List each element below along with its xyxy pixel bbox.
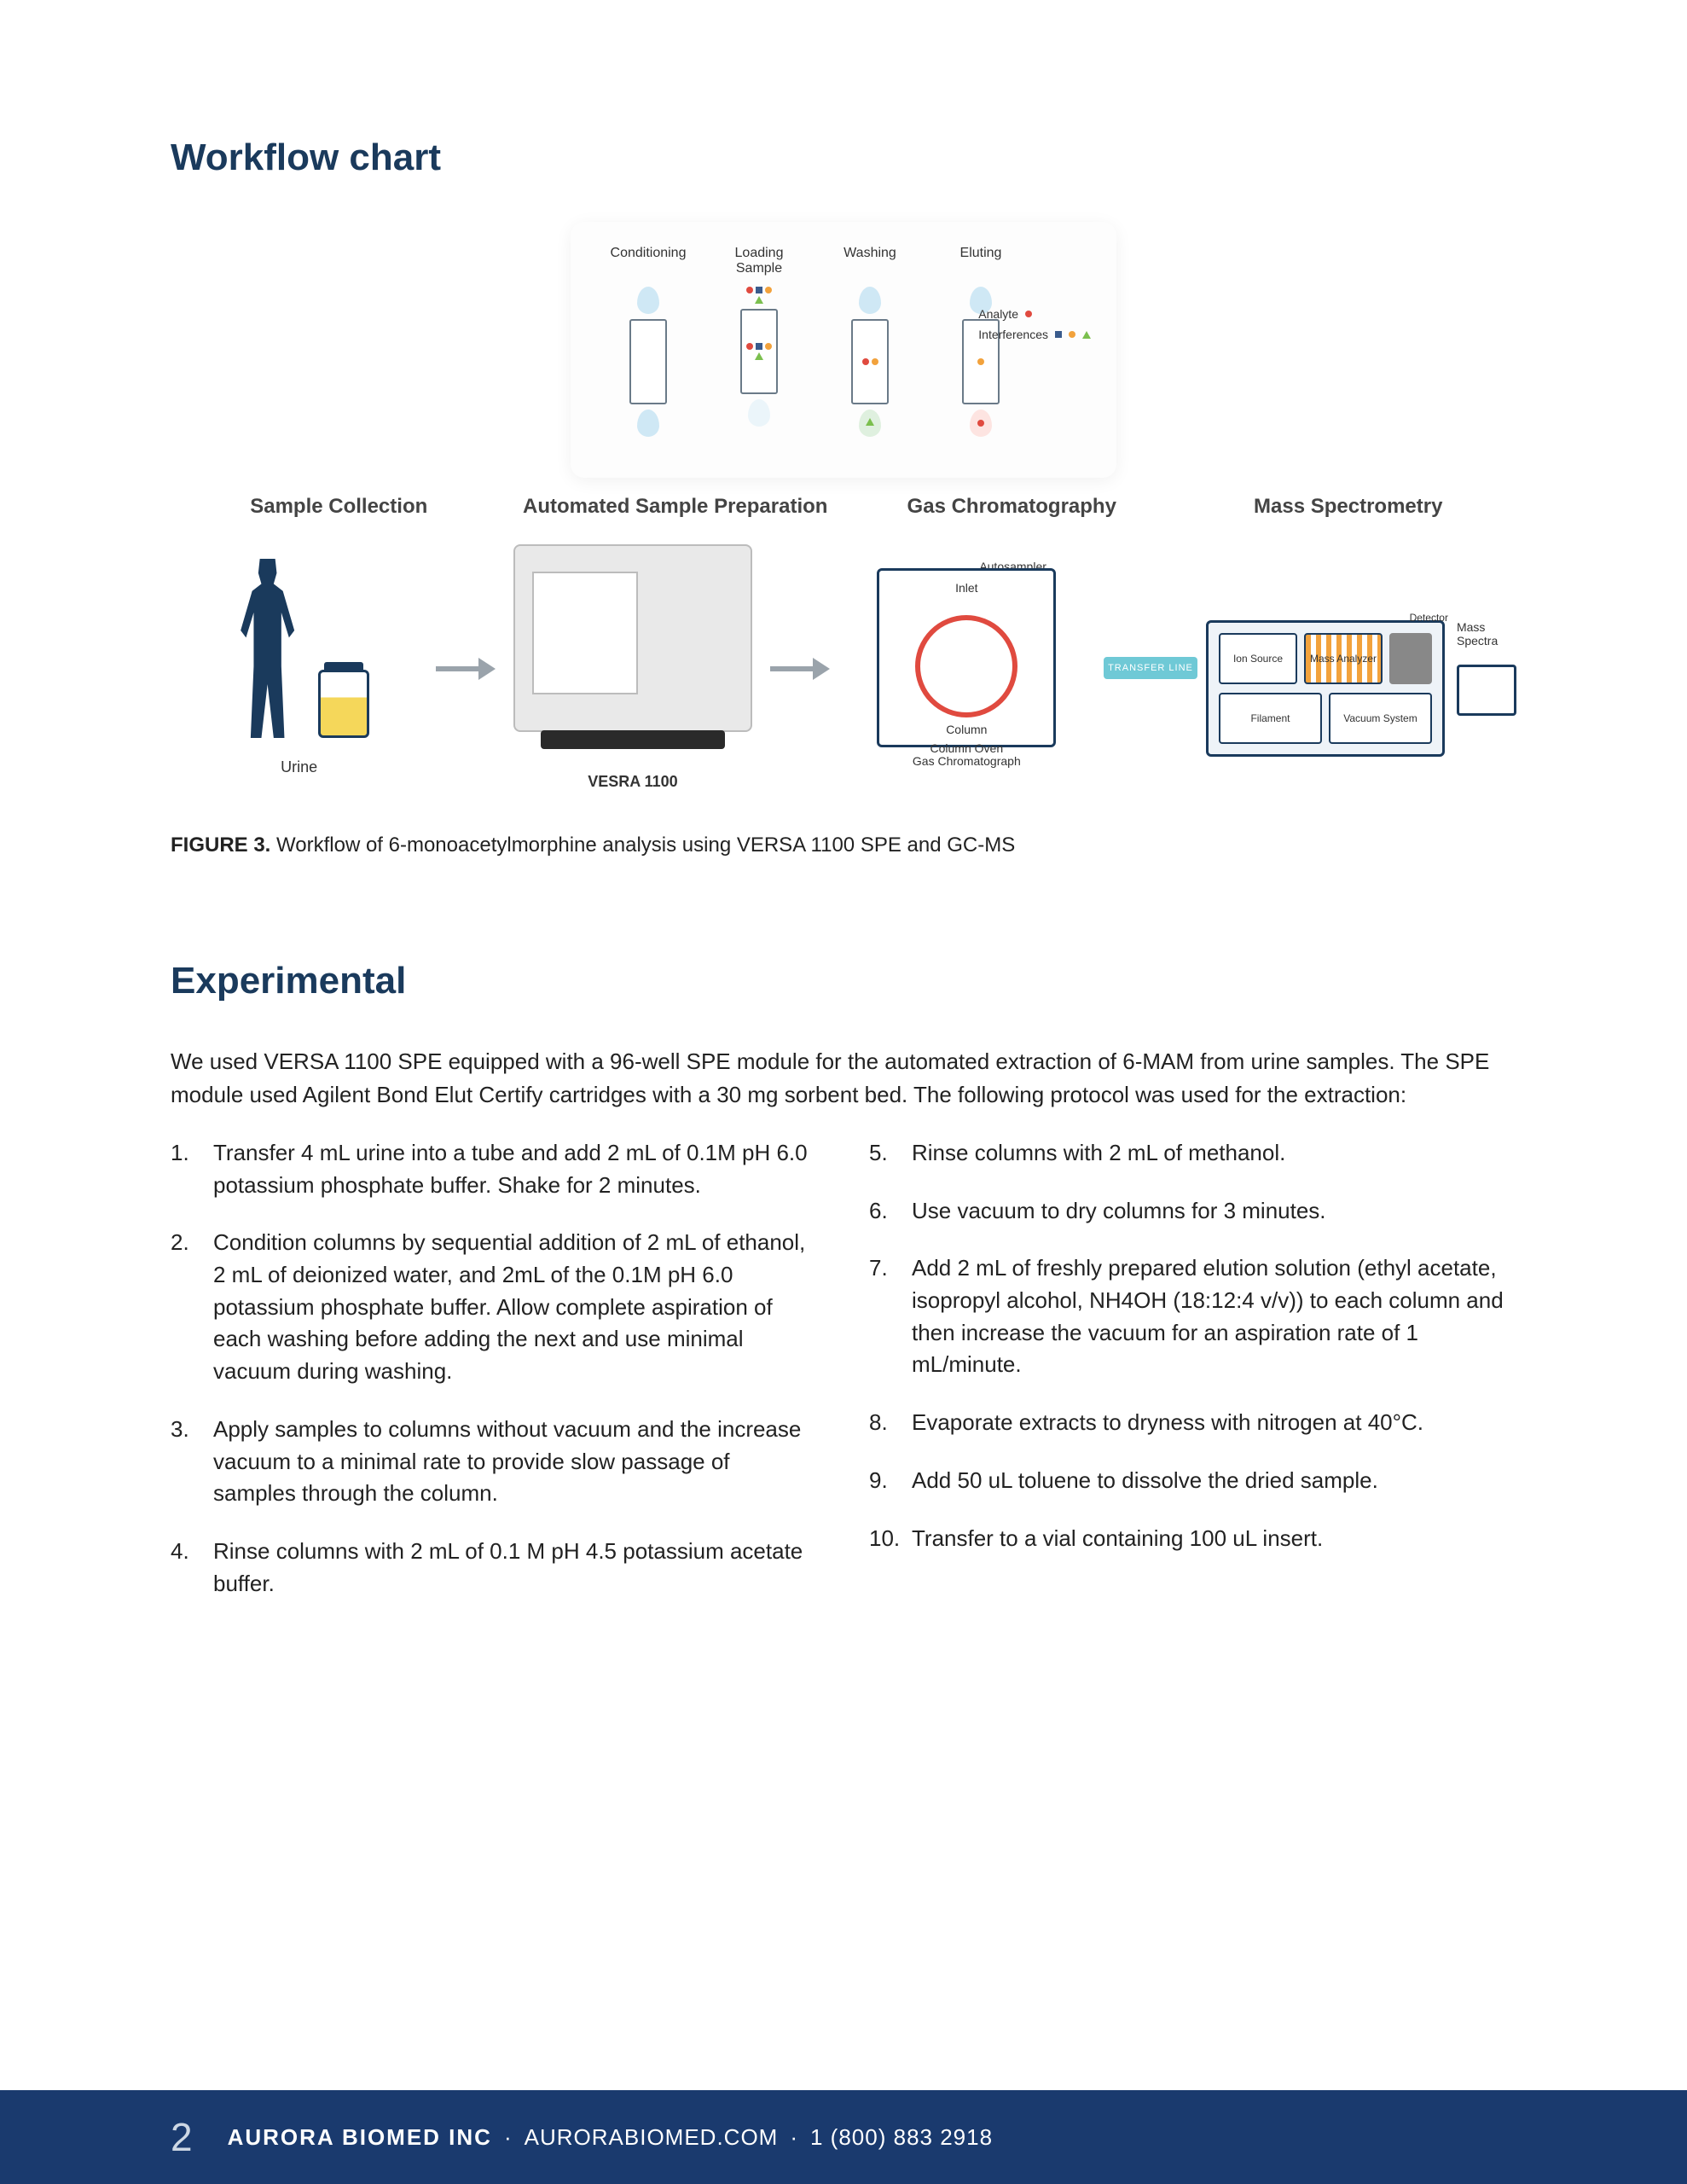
protocol-step: Apply samples to columns without vacuum … bbox=[171, 1414, 818, 1510]
workflow-block: Conditioning Loading Sample Washing Elut… bbox=[171, 222, 1516, 857]
urine-jar-icon bbox=[318, 670, 369, 738]
protocol-step: Condition columns by sequential addition… bbox=[171, 1227, 818, 1387]
mass-spectra-label: Mass Spectra bbox=[1457, 620, 1516, 648]
experimental-intro: We used VERSA 1100 SPE equipped with a 9… bbox=[171, 1045, 1516, 1112]
page-number: 2 bbox=[171, 2114, 194, 2160]
gc-full-label: Gas Chromatograph bbox=[877, 754, 1056, 768]
protocol-step: Use vacuum to dry columns for 3 minutes. bbox=[869, 1195, 1516, 1228]
protocol-step: Rinse columns with 2 mL of 0.1 M pH 4.5 … bbox=[171, 1536, 818, 1600]
stage-ms: Ion Source Mass Analyzer Filament Vacuum… bbox=[1206, 620, 1516, 716]
stage-label: Gas Chromatography bbox=[844, 495, 1180, 519]
versa-label: VESRA 1100 bbox=[588, 773, 677, 791]
spe-step-label: Eluting bbox=[942, 246, 1019, 276]
gc-box-icon: Inlet Column Column Oven bbox=[877, 568, 1056, 747]
monitor-icon bbox=[1457, 665, 1516, 716]
footer-company: AURORA BIOMED INC bbox=[228, 2124, 492, 2151]
footer-site: AURORABIOMED.COM bbox=[525, 2124, 779, 2151]
vacuum-label: Vacuum System bbox=[1329, 693, 1432, 744]
stage-label: Automated Sample Preparation bbox=[507, 495, 844, 519]
versa-machine-icon bbox=[513, 544, 752, 732]
column-coil-icon bbox=[915, 615, 1017, 717]
protocol-step: Add 50 uL toluene to dissolve the dried … bbox=[869, 1465, 1516, 1497]
figure-caption: FIGURE 3. Workflow of 6-monoacetylmorphi… bbox=[171, 834, 1516, 857]
stage-label: Sample Collection bbox=[171, 495, 507, 519]
experimental-heading: Experimental bbox=[171, 960, 1516, 1002]
stage-sample-collection: Urine bbox=[171, 559, 427, 776]
legend-analyte-label: Analyte bbox=[978, 307, 1018, 321]
stage-automated-prep: VESRA 1100 bbox=[504, 544, 761, 791]
figure-caption-text: Workflow of 6-monoacetylmorphine analysi… bbox=[276, 834, 1015, 857]
column-label: Column bbox=[890, 723, 1043, 736]
spe-column bbox=[721, 287, 797, 427]
ms-box-icon: Ion Source Mass Analyzer Filament Vacuum… bbox=[1206, 620, 1445, 757]
spe-column bbox=[832, 287, 908, 437]
spe-step-label: Conditioning bbox=[610, 246, 687, 276]
protocol-step: Evaporate extracts to dryness with nitro… bbox=[869, 1407, 1516, 1439]
arrow-icon bbox=[436, 658, 496, 678]
page-footer: 2 AURORA BIOMED INC · AURORABIOMED.COM ·… bbox=[0, 2090, 1687, 2184]
arrow-icon bbox=[770, 658, 830, 678]
footer-phone: 1 (800) 883 2918 bbox=[810, 2124, 993, 2151]
spe-step-label: Washing bbox=[832, 246, 908, 276]
mass-analyzer-label: Mass Analyzer bbox=[1304, 633, 1383, 684]
workflow-heading: Workflow chart bbox=[171, 136, 1516, 179]
human-icon bbox=[229, 559, 306, 738]
spe-column bbox=[610, 287, 687, 437]
figure-caption-bold: FIGURE 3. bbox=[171, 834, 270, 857]
transfer-line-label: TRANSFER LINE bbox=[1104, 657, 1197, 679]
detector-label: Detector bbox=[1206, 612, 1448, 624]
protocol-step: Transfer 4 mL urine into a tube and add … bbox=[171, 1137, 818, 1201]
spe-step-label: Loading Sample bbox=[721, 246, 797, 276]
spe-legend: Analyte Interferences bbox=[978, 307, 1091, 348]
filament-label: Filament bbox=[1219, 693, 1322, 744]
urine-label: Urine bbox=[281, 758, 317, 776]
protocol-list-left: Transfer 4 mL urine into a tube and add … bbox=[171, 1137, 818, 1600]
ion-source-label: Ion Source bbox=[1219, 633, 1297, 684]
protocol-step: Add 2 mL of freshly prepared elution sol… bbox=[869, 1252, 1516, 1381]
inlet-label: Inlet bbox=[890, 581, 1043, 595]
legend-interferences-label: Interferences bbox=[978, 328, 1048, 341]
spe-detail-inset: Conditioning Loading Sample Washing Elut… bbox=[571, 222, 1116, 478]
stage-gc: Autosampler Inlet Column Column Oven Gas… bbox=[838, 568, 1095, 768]
detector-icon bbox=[1389, 633, 1432, 684]
protocol-step: Rinse columns with 2 mL of methanol. bbox=[869, 1137, 1516, 1170]
protocol-list-right: Rinse columns with 2 mL of methanol. Use… bbox=[869, 1137, 1516, 1554]
stage-label: Mass Spectrometry bbox=[1180, 495, 1517, 519]
column-oven-label: Column Oven bbox=[890, 741, 1043, 755]
protocol-step: Transfer to a vial containing 100 uL ins… bbox=[869, 1523, 1516, 1555]
